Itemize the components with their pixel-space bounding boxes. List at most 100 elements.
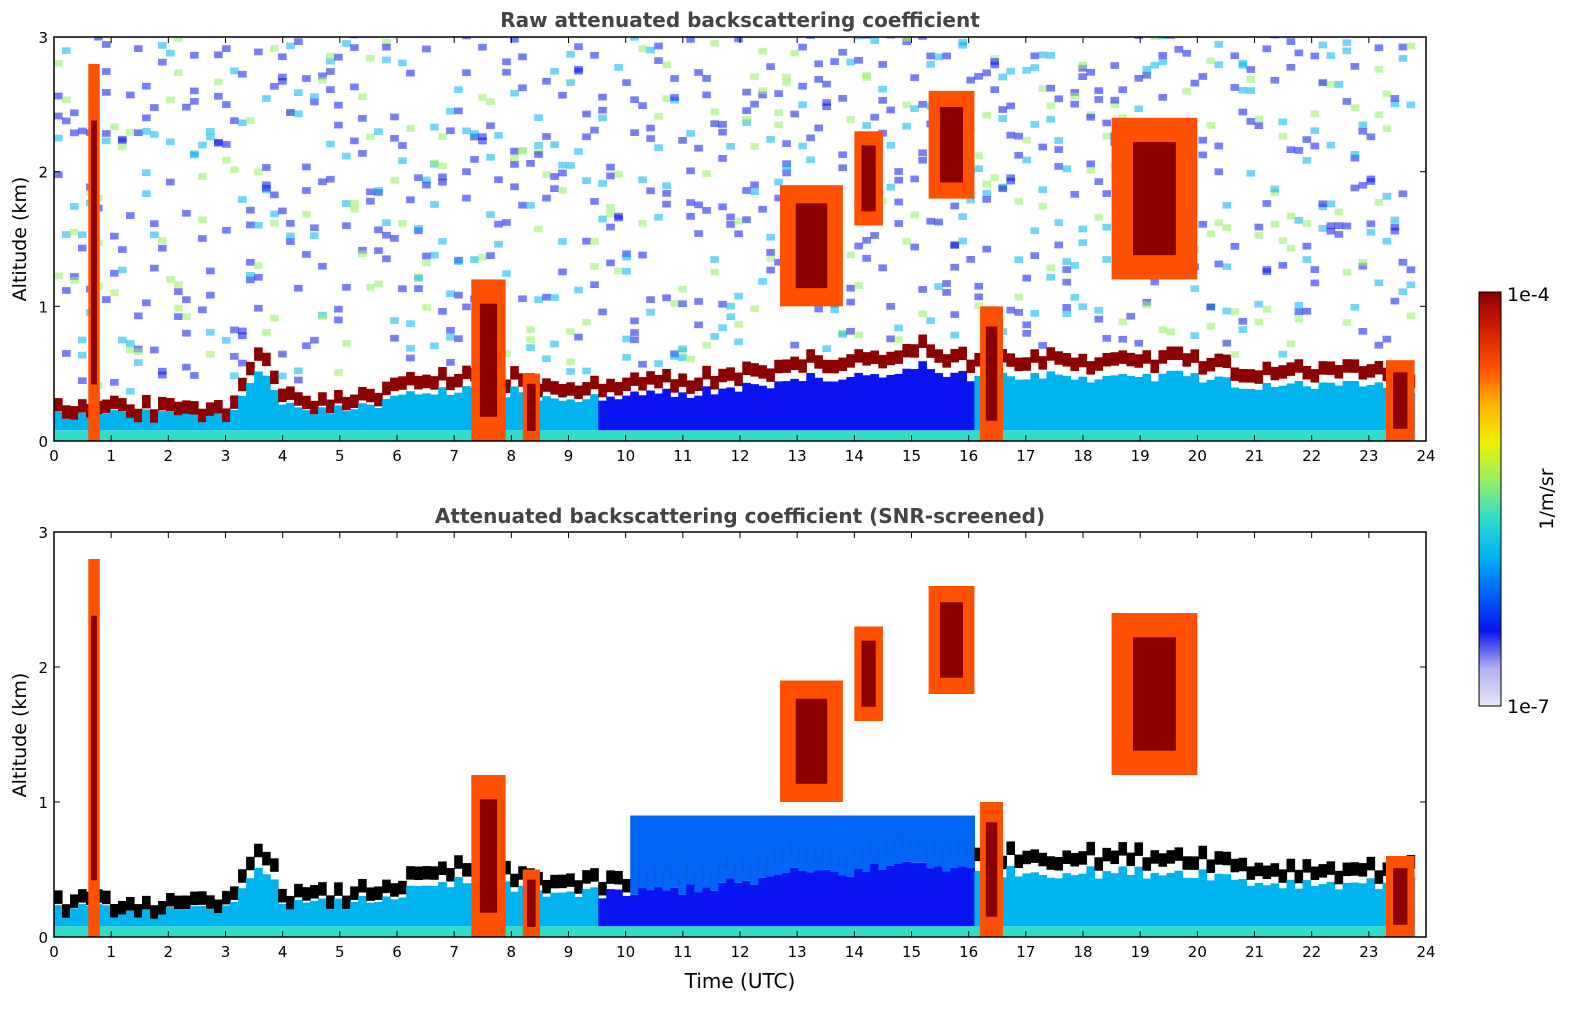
aerosol-top-cell — [438, 367, 447, 381]
surface-layer-cell — [390, 926, 399, 937]
noise-cell — [742, 119, 751, 127]
surface-layer-cell — [638, 926, 647, 937]
noise-cell — [670, 94, 679, 101]
boundary-layer-cell — [1262, 382, 1272, 431]
noise-cell — [566, 50, 575, 58]
surface-layer-cell — [1366, 430, 1376, 441]
noise-cell — [62, 287, 71, 294]
aerosol-top-cell — [1254, 862, 1264, 877]
screened-cell — [670, 815, 679, 888]
noise-cell — [1350, 184, 1360, 192]
surface-layer-cell — [798, 926, 807, 937]
surface-layer-cell — [1214, 926, 1224, 937]
noise-cell — [62, 231, 71, 238]
noise-cell — [1102, 256, 1112, 263]
aerosol-top-cell — [150, 905, 159, 919]
aerosol-top-cell — [846, 354, 855, 368]
surface-layer-cell — [974, 430, 983, 441]
surface-layer-cell — [550, 430, 559, 441]
noise-cell — [230, 117, 239, 125]
noise-cell — [518, 84, 527, 92]
noise-cell — [1038, 342, 1048, 349]
boundary-layer-cell — [854, 869, 863, 927]
surface-layer-cell — [838, 430, 847, 441]
noise-cell — [1326, 227, 1336, 235]
boundary-layer-cell — [374, 407, 383, 431]
boundary-layer-cell — [878, 869, 887, 927]
noise-cell — [494, 220, 503, 228]
aerosol-top-cell — [1270, 863, 1280, 877]
noise-cell — [238, 196, 247, 203]
boundary-layer-cell — [622, 395, 631, 431]
surface-layer-cell — [646, 430, 655, 441]
noise-cell — [102, 68, 111, 75]
surface-layer-cell — [326, 430, 335, 441]
noise-cell — [1102, 132, 1112, 140]
boundary-layer-cell — [830, 871, 839, 927]
aerosol-top-cell — [1158, 853, 1168, 867]
x-tick-label: 24 — [1416, 943, 1435, 961]
surface-layer-cell — [870, 430, 879, 441]
noise-cell — [142, 299, 151, 307]
boundary-layer-cell — [1238, 879, 1248, 927]
aerosol-top-cell — [462, 365, 471, 380]
noise-cell — [1046, 52, 1056, 59]
boundary-layer-cell — [774, 874, 783, 927]
aerosol-top-cell — [366, 887, 375, 901]
aerosol-top-cell — [1086, 361, 1096, 375]
boundary-layer-cell — [734, 391, 743, 431]
surface-layer-cell — [510, 430, 519, 441]
noise-cell — [998, 115, 1007, 122]
boundary-layer-cell — [822, 381, 831, 431]
noise-cell — [766, 136, 775, 143]
surface-layer-cell — [78, 926, 87, 937]
noise-cell — [1214, 168, 1224, 176]
x-tick-label: 19 — [1131, 943, 1150, 961]
aerosol-top-cell — [438, 861, 447, 875]
x-tick-label: 21 — [1245, 943, 1264, 961]
aerosol-top-cell — [1102, 847, 1112, 862]
noise-cell — [510, 89, 519, 97]
noise-cell — [1094, 315, 1104, 323]
surface-layer-cell — [878, 926, 887, 937]
noise-cell — [1318, 41, 1328, 49]
boundary-layer-cell — [190, 414, 199, 431]
noise-cell — [182, 363, 191, 371]
noise-cell — [542, 194, 551, 202]
x-tick-label: 6 — [392, 943, 402, 961]
surface-layer-cell — [254, 926, 263, 937]
aerosol-top-cell — [198, 891, 207, 905]
noise-cell — [918, 149, 927, 157]
screened-cell — [742, 815, 751, 881]
screened-cell — [870, 815, 879, 865]
noise-cell — [1198, 221, 1208, 228]
surface-layer-cell — [270, 926, 279, 937]
noise-cell — [638, 360, 647, 368]
boundary-layer-cell — [334, 405, 343, 431]
screened-cell — [678, 815, 687, 895]
boundary-layer-cell — [230, 901, 239, 927]
noise-cell — [406, 344, 415, 352]
noise-cell — [1278, 261, 1288, 269]
colorbar: 1e-4 1e-7 1/m/sr — [1478, 284, 1558, 718]
surface-layer-cell — [446, 430, 455, 441]
boundary-layer-cell — [750, 884, 759, 927]
boundary-layer-cell — [638, 888, 647, 927]
noise-cell — [766, 63, 775, 70]
surface-layer-cell — [1022, 430, 1032, 441]
noise-cell — [1142, 301, 1152, 309]
noise-cell — [718, 120, 727, 128]
noise-cell — [1246, 66, 1256, 73]
boundary-layer-cell — [606, 889, 615, 927]
noise-cell — [550, 141, 559, 149]
noise-cell — [1070, 190, 1080, 198]
noise-cell — [102, 130, 111, 137]
surface-layer-cell — [854, 430, 863, 441]
noise-cell — [1070, 293, 1080, 301]
x-tick-label: 10 — [616, 943, 635, 961]
screened-cell — [894, 815, 903, 864]
boundary-layer-cell — [110, 410, 119, 431]
boundary-layer-cell — [294, 407, 303, 431]
noise-cell — [590, 281, 599, 289]
noise-cell — [494, 131, 503, 139]
